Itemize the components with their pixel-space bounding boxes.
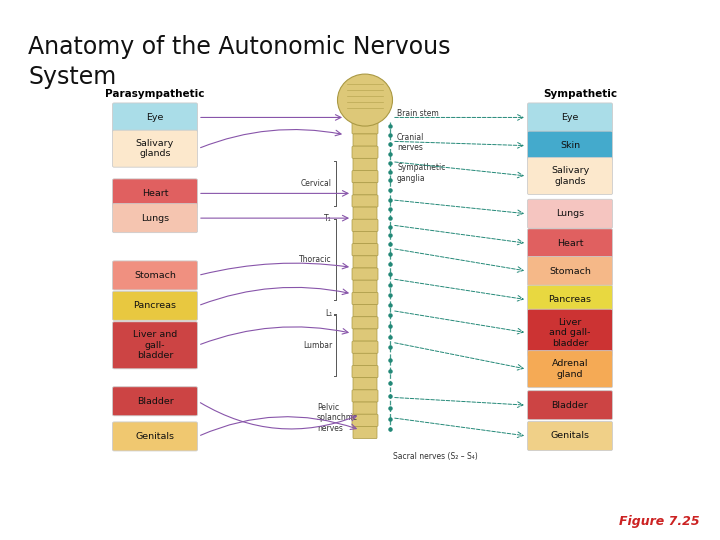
Text: T₁: T₁: [325, 214, 332, 223]
Text: Eye: Eye: [562, 113, 579, 122]
FancyBboxPatch shape: [353, 158, 377, 171]
FancyBboxPatch shape: [352, 414, 378, 427]
FancyBboxPatch shape: [528, 350, 613, 388]
FancyBboxPatch shape: [528, 199, 613, 228]
FancyBboxPatch shape: [352, 146, 378, 158]
FancyBboxPatch shape: [352, 268, 378, 280]
FancyBboxPatch shape: [352, 195, 378, 207]
Text: Cranial
nerves: Cranial nerves: [397, 133, 424, 152]
FancyBboxPatch shape: [112, 291, 197, 320]
FancyBboxPatch shape: [112, 322, 197, 369]
Text: Brain stem: Brain stem: [397, 110, 438, 118]
FancyBboxPatch shape: [352, 219, 378, 232]
Text: Salivary
glands: Salivary glands: [136, 139, 174, 158]
FancyBboxPatch shape: [352, 366, 378, 377]
FancyBboxPatch shape: [353, 427, 377, 438]
FancyBboxPatch shape: [353, 305, 377, 317]
Text: Pancreas: Pancreas: [133, 301, 176, 310]
Text: Lungs: Lungs: [141, 214, 169, 222]
FancyBboxPatch shape: [112, 103, 197, 132]
FancyBboxPatch shape: [528, 229, 613, 258]
Text: Bladder: Bladder: [137, 397, 174, 406]
Text: Heart: Heart: [557, 239, 583, 248]
FancyBboxPatch shape: [353, 183, 377, 195]
FancyBboxPatch shape: [112, 204, 197, 233]
Text: Pelvic
splanchnic
nerves: Pelvic splanchnic nerves: [317, 403, 358, 433]
Text: Liver and
gall-
bladder: Liver and gall- bladder: [133, 330, 177, 360]
Text: Parasympathetic: Parasympathetic: [105, 89, 204, 99]
FancyBboxPatch shape: [353, 232, 377, 244]
FancyBboxPatch shape: [528, 256, 613, 286]
Text: Cervical: Cervical: [301, 179, 332, 188]
FancyBboxPatch shape: [112, 130, 197, 167]
FancyBboxPatch shape: [352, 341, 378, 353]
FancyBboxPatch shape: [112, 179, 197, 208]
FancyBboxPatch shape: [352, 390, 378, 402]
FancyBboxPatch shape: [353, 207, 377, 219]
FancyBboxPatch shape: [353, 134, 377, 146]
FancyBboxPatch shape: [352, 171, 378, 183]
FancyBboxPatch shape: [352, 122, 378, 134]
FancyBboxPatch shape: [353, 256, 377, 268]
Text: Figure 7.25: Figure 7.25: [619, 515, 700, 528]
FancyBboxPatch shape: [528, 285, 613, 314]
FancyBboxPatch shape: [528, 422, 613, 450]
FancyBboxPatch shape: [528, 158, 613, 194]
Text: Skin: Skin: [560, 141, 580, 150]
FancyBboxPatch shape: [528, 390, 613, 420]
Text: Sympathetic
ganglia: Sympathetic ganglia: [397, 163, 446, 183]
FancyBboxPatch shape: [112, 387, 197, 416]
Text: Genitals: Genitals: [551, 431, 590, 441]
FancyBboxPatch shape: [352, 292, 378, 305]
Text: Thoracic: Thoracic: [300, 255, 332, 264]
FancyBboxPatch shape: [528, 131, 613, 160]
FancyBboxPatch shape: [352, 317, 378, 329]
Text: Heart: Heart: [142, 189, 168, 198]
Text: Lungs: Lungs: [556, 210, 584, 218]
FancyBboxPatch shape: [353, 353, 377, 366]
FancyBboxPatch shape: [353, 402, 377, 414]
FancyBboxPatch shape: [112, 422, 197, 451]
FancyBboxPatch shape: [353, 377, 377, 390]
Text: Stomach: Stomach: [549, 267, 591, 275]
Text: L₁: L₁: [325, 309, 332, 318]
FancyBboxPatch shape: [112, 261, 197, 290]
Text: Pancreas: Pancreas: [549, 295, 592, 304]
Text: Sacral nerves (S₂ – S₄): Sacral nerves (S₂ – S₄): [393, 453, 478, 461]
FancyBboxPatch shape: [353, 280, 377, 292]
FancyBboxPatch shape: [528, 103, 613, 132]
Text: Stomach: Stomach: [134, 271, 176, 280]
Text: Adrenal
gland: Adrenal gland: [552, 360, 588, 379]
Text: Eye: Eye: [146, 113, 163, 122]
FancyBboxPatch shape: [528, 309, 613, 356]
FancyBboxPatch shape: [352, 244, 378, 256]
Text: Bladder: Bladder: [552, 401, 588, 410]
Text: Lumbar: Lumbar: [302, 341, 332, 350]
FancyBboxPatch shape: [353, 329, 377, 341]
Text: Genitals: Genitals: [135, 432, 174, 441]
Text: Anatomy of the Autonomic Nervous
System: Anatomy of the Autonomic Nervous System: [28, 35, 451, 89]
Text: Salivary
glands: Salivary glands: [551, 166, 589, 186]
Ellipse shape: [338, 74, 392, 126]
Text: Sympathetic: Sympathetic: [543, 89, 617, 99]
Text: Liver
and gall-
bladder: Liver and gall- bladder: [549, 318, 590, 348]
